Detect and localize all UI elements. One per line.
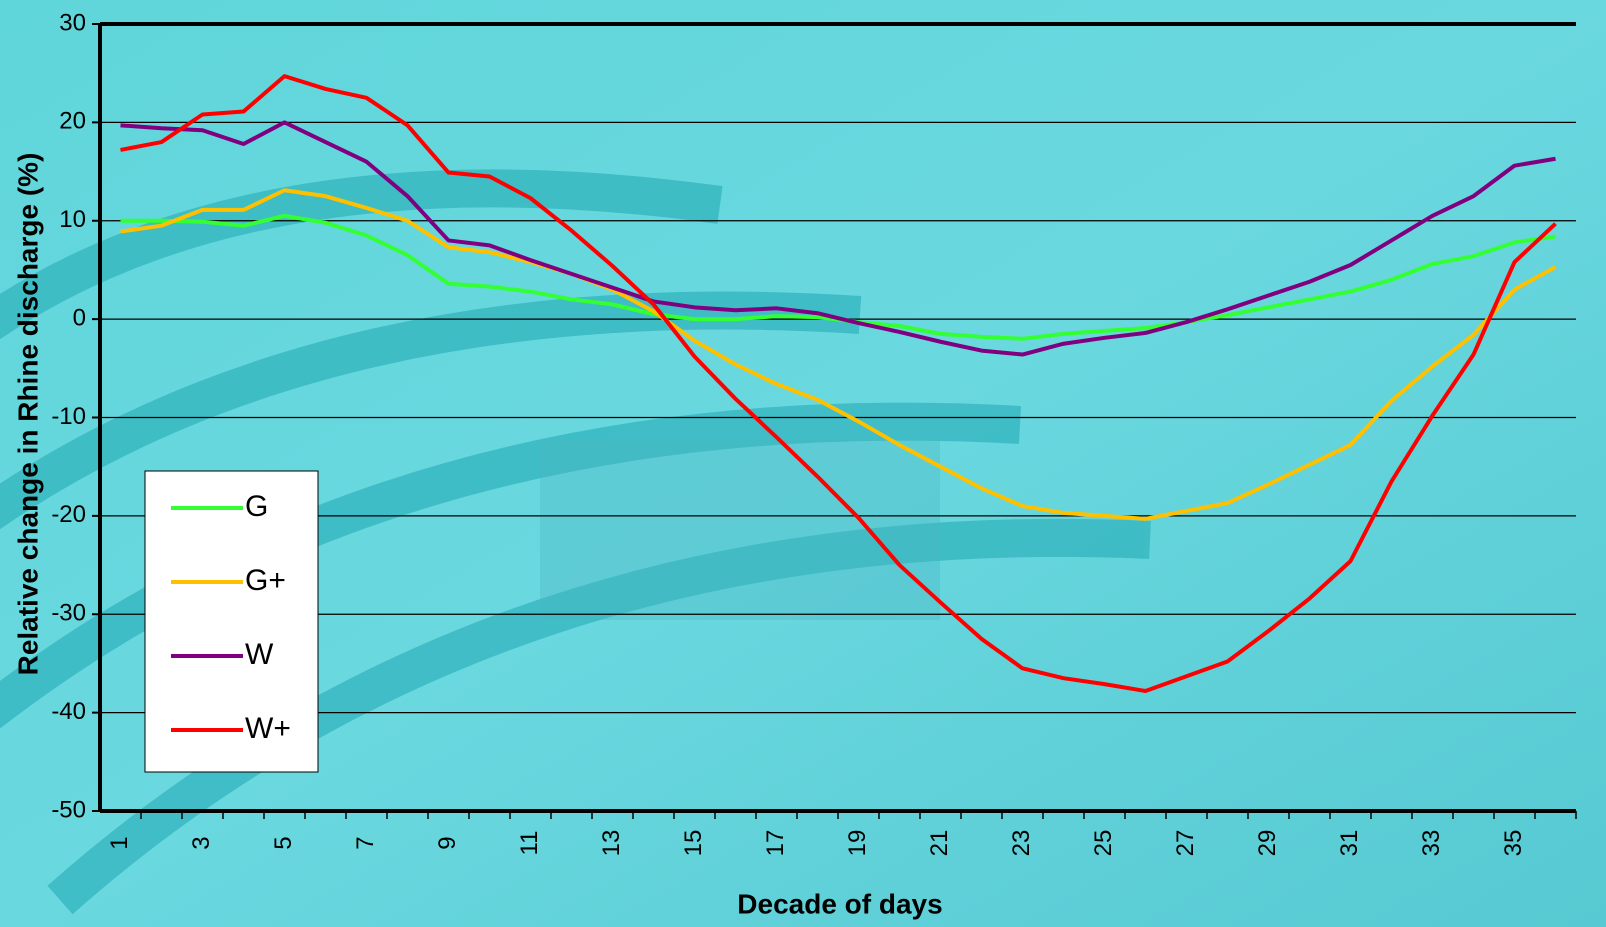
x-tick-label: 11 [516,831,543,856]
x-tick-label: 35 [1500,830,1527,857]
legend-label: W [245,638,274,671]
x-tick-label: 29 [1254,830,1281,857]
decoration [540,440,940,620]
chart: -50-40-30-20-100102030135791113151719212… [0,0,1606,927]
legend-label: W+ [245,712,291,745]
x-tick-label: 19 [844,830,871,857]
x-axis-title: Decade of days [737,888,942,919]
x-tick-label: 33 [1418,830,1445,857]
x-tick-label: 3 [188,836,215,849]
x-tick-label: 9 [434,836,461,849]
x-tick-label: 31 [1336,830,1363,857]
x-tick-label: 13 [598,830,625,857]
x-tick-label: 25 [1090,830,1117,857]
x-tick-label: 27 [1172,830,1199,857]
x-tick-label: 15 [680,830,707,857]
page: {"chart_data": {"type": "line", "x_label… [0,0,1606,927]
y-tick-label: -20 [51,501,86,528]
y-tick-label: 30 [59,9,86,36]
y-tick-label: -30 [51,600,86,627]
y-tick-label: 20 [59,108,86,135]
y-tick-label: -50 [51,796,86,823]
x-tick-label: 21 [926,830,953,857]
y-tick-label: 0 [73,304,86,331]
legend-box [145,471,318,772]
x-tick-label: 7 [352,836,379,849]
x-tick-label: 1 [106,836,133,849]
legend-label: G+ [245,564,286,597]
x-tick-label: 5 [270,836,297,849]
legend-label: G [245,490,268,523]
legend: G G+ W W+ [145,471,318,772]
x-tick-label: 17 [762,830,789,857]
y-tick-label: 10 [59,206,86,233]
y-tick-label: -10 [51,403,86,430]
y-axis-title: Relative change in Rhine discharge (%) [12,153,43,676]
y-tick-label: -40 [51,698,86,725]
x-tick-label: 23 [1008,830,1035,857]
